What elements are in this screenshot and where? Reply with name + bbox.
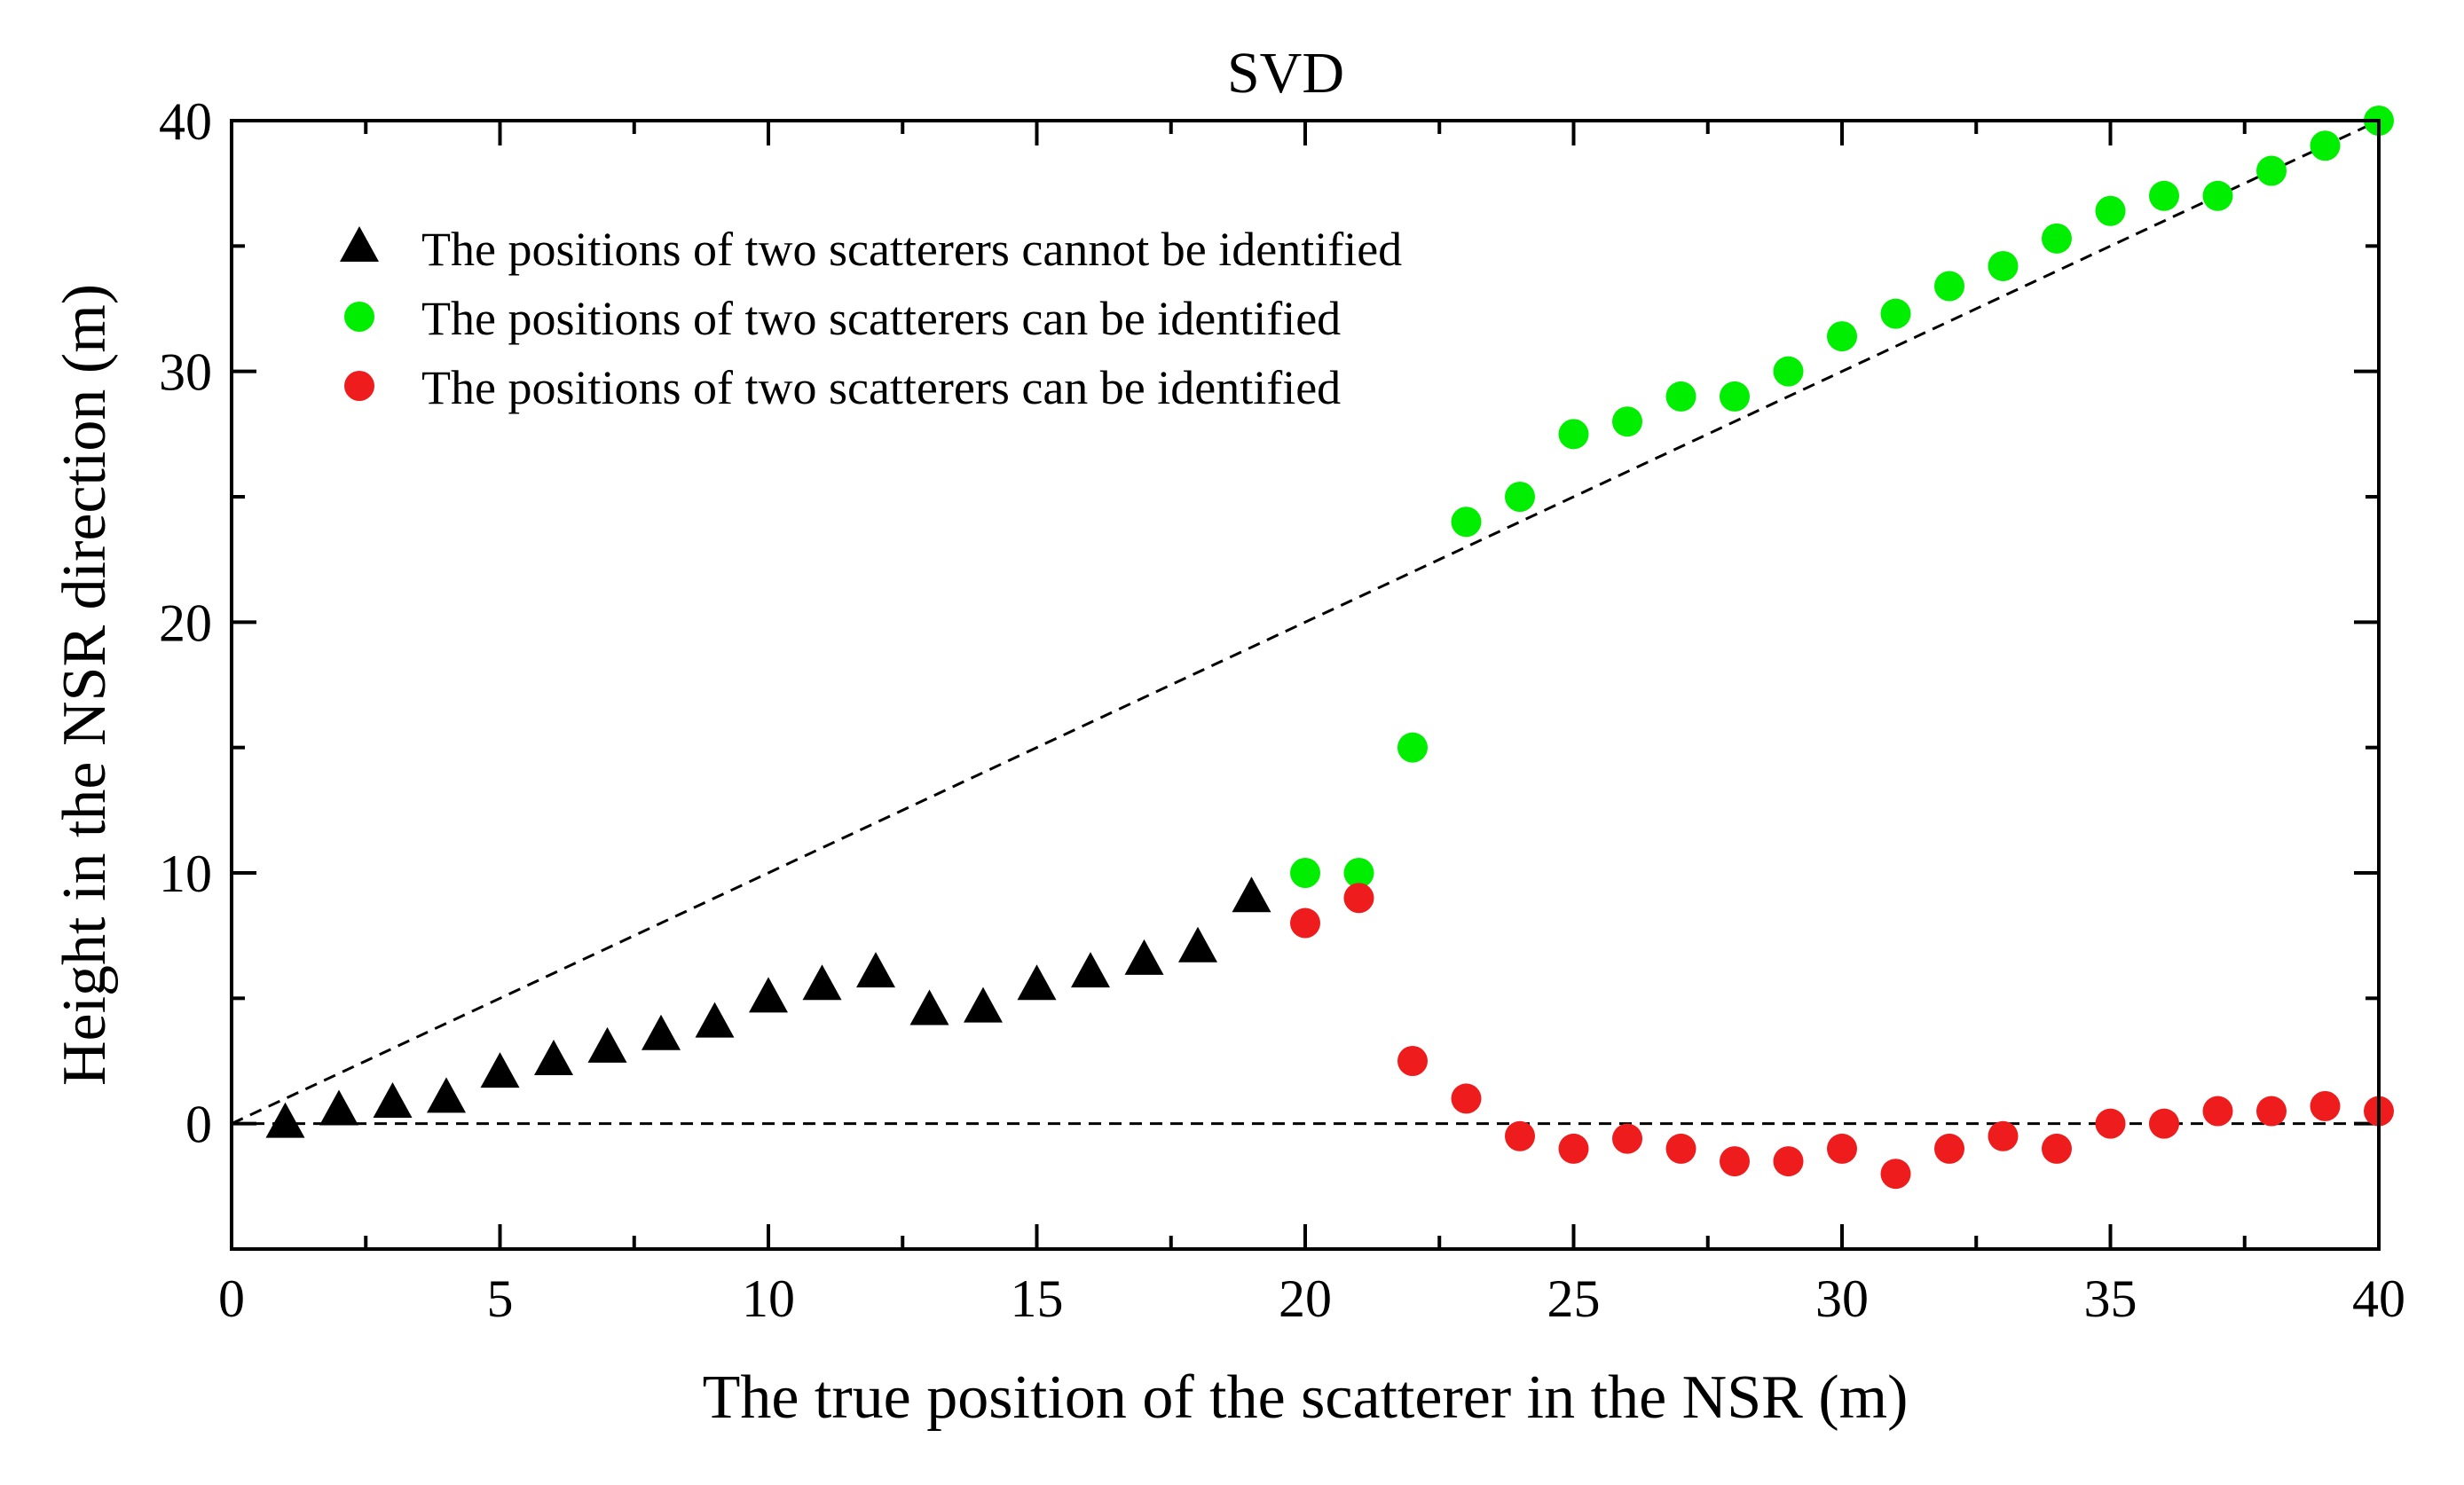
x-tick-label: 40 <box>2352 1269 2405 1328</box>
data-points <box>265 106 2394 1190</box>
x-tick-label: 10 <box>742 1269 795 1328</box>
identified-upper-point <box>1934 271 1964 302</box>
unidentified-point <box>856 952 895 988</box>
identified-upper-point <box>1773 356 1804 387</box>
identified-upper-point <box>1880 298 1911 329</box>
identified-lower-point <box>1827 1133 1857 1164</box>
unidentified-point <box>534 1040 573 1075</box>
identified-upper-point <box>1612 406 1642 437</box>
y-tick-label: 20 <box>159 593 212 652</box>
identified-upper-point <box>1827 321 1857 352</box>
unidentified-point <box>587 1026 627 1063</box>
identified-upper-point <box>1558 419 1589 450</box>
identified-lower-point <box>2202 1096 2233 1127</box>
identified-upper-point <box>2256 155 2287 186</box>
legend-item-identified-green-label: The positions of two scatterers can be i… <box>421 292 1341 345</box>
identified-upper-point <box>1988 250 2019 281</box>
y-tick-label: 0 <box>185 1096 212 1154</box>
identified-lower-point <box>1397 1046 1428 1076</box>
identified-lower-point <box>1988 1120 2019 1151</box>
x-tick-label: 35 <box>2084 1269 2137 1328</box>
x-tick-label: 0 <box>218 1269 245 1328</box>
identified-upper-point <box>1665 381 1696 412</box>
identified-upper-point <box>1451 507 1482 538</box>
identified-upper-point <box>2095 195 2126 226</box>
chart-title: SVD <box>1227 41 1344 106</box>
unidentified-point <box>1071 952 1110 988</box>
unidentified-point <box>695 1002 735 1038</box>
identified-upper-point <box>2202 180 2233 211</box>
identified-lower-point <box>1612 1123 1642 1154</box>
unidentified-point <box>642 1014 681 1050</box>
legend-item-unidentified-label: The positions of two scatterers cannot b… <box>421 223 1402 276</box>
identified-lower-point <box>1290 908 1320 939</box>
legend-item-identified-red-label: The positions of two scatterers can be i… <box>421 361 1341 414</box>
y-axis-label: Height in the NSR direction (m) <box>51 284 119 1086</box>
legend-item-unidentified-marker <box>340 226 379 262</box>
true-position-line <box>231 119 2380 1126</box>
identified-lower-point <box>2256 1096 2287 1127</box>
unidentified-point <box>373 1082 413 1119</box>
identified-upper-point <box>1720 381 1750 412</box>
unidentified-point <box>1232 876 1271 913</box>
unidentified-point <box>909 989 949 1025</box>
identified-lower-point <box>2310 1090 2341 1121</box>
identified-lower-point <box>1343 883 1374 914</box>
plot-area-frame <box>230 119 2381 1251</box>
identified-upper-point <box>2310 130 2341 161</box>
unidentified-point <box>1017 964 1057 1001</box>
identified-lower-point <box>2042 1133 2072 1164</box>
identified-lower-point <box>1558 1133 1589 1164</box>
legend-item-identified-red-marker <box>344 371 374 401</box>
identified-upper-point <box>1343 858 1374 888</box>
unidentified-point <box>427 1077 466 1113</box>
y-tick-label: 30 <box>159 343 212 402</box>
identified-lower-point <box>1934 1133 1964 1164</box>
legend-item-identified-green-marker <box>344 302 374 332</box>
unidentified-point <box>480 1052 520 1088</box>
unidentified-point <box>319 1089 358 1126</box>
identified-lower-point <box>1665 1133 1696 1164</box>
identified-upper-point <box>2042 223 2072 254</box>
reference-lines <box>231 119 2380 1126</box>
unidentified-point <box>964 986 1003 1023</box>
x-tick-label: 20 <box>1279 1269 1332 1328</box>
identified-upper-point <box>2149 180 2179 211</box>
unidentified-point <box>1124 939 1164 975</box>
axis-ticks: 0 5 10 15 20 25 30 35 40 0 10 20 30 40 <box>159 92 2405 1328</box>
identified-lower-point <box>1773 1146 1804 1177</box>
identified-lower-point <box>1451 1083 1482 1114</box>
identified-upper-point <box>1290 858 1320 888</box>
identified-upper-point <box>1397 732 1428 763</box>
legend: The positions of two scatterers cannot b… <box>340 223 1402 414</box>
x-tick-label: 30 <box>1815 1269 1869 1328</box>
unidentified-point <box>749 977 788 1013</box>
identified-upper-point <box>1505 482 1535 512</box>
identified-lower-point <box>2149 1108 2179 1139</box>
identified-lower-point <box>1720 1146 1750 1177</box>
unidentified-point <box>1178 926 1217 962</box>
x-tick-label: 25 <box>1547 1269 1601 1328</box>
x-tick-label: 5 <box>487 1269 514 1328</box>
unidentified-point <box>265 1102 305 1138</box>
unidentified-point <box>802 964 842 1001</box>
y-tick-label: 40 <box>159 92 212 151</box>
identified-lower-point <box>1505 1120 1535 1151</box>
x-axis-label: The true position of the scatterer in th… <box>703 1363 1909 1432</box>
identified-lower-point <box>1880 1159 1911 1190</box>
y-tick-label: 10 <box>159 845 212 903</box>
x-tick-label: 15 <box>1011 1269 1064 1328</box>
identified-lower-point <box>2095 1108 2126 1139</box>
